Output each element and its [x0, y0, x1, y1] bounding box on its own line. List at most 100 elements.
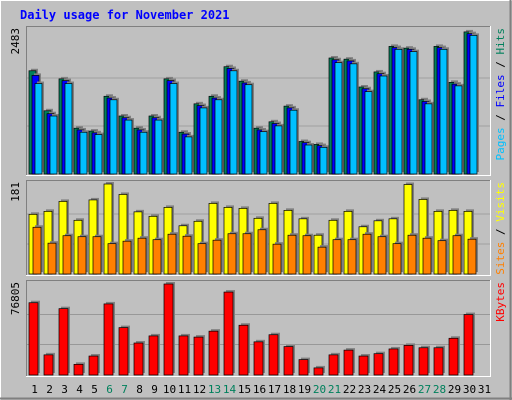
middle-bar-sites-12: [197, 243, 207, 275]
x-label-day-17: 17: [268, 383, 281, 396]
x-label-day-8: 8: [136, 383, 143, 396]
bottom-bar-kbytes-8: [133, 342, 144, 376]
middle-bar-sites-17: [272, 243, 282, 275]
middle-bar-sites-29: [452, 235, 462, 275]
x-label-day-26: 26: [403, 383, 416, 396]
bottom-bar-kbytes-13: [208, 330, 219, 376]
middle-bar-sites-11: [182, 235, 192, 275]
bottom-bar-kbytes-23: [358, 355, 369, 376]
top-bar-pages-18: [289, 109, 298, 175]
x-axis-labels: 1 2 3 4 5 6 7 8 9 10 11 12 13 14 15 16 17 18 19 20 21 22 23 24 2…: [31, 383, 491, 396]
bottom-bar-kbytes-14: [223, 291, 234, 376]
middle-bar-sites-24: [377, 236, 387, 275]
bottom-bar-kbytes-4: [73, 363, 84, 376]
top-bar-pages-2: [49, 115, 58, 175]
x-label-day-21: 21: [328, 383, 341, 396]
top-bar-pages-16: [259, 131, 268, 175]
bottom-bar-kbytes-17: [268, 334, 279, 376]
x-label-day-28: 28: [433, 383, 446, 396]
middle-bar-sites-26: [407, 234, 417, 275]
top-bar-pages-8: [139, 131, 148, 175]
top-bar-pages-30: [469, 35, 478, 175]
bottom-panel: 76805 KBytes: [9, 280, 507, 377]
x-label-day-4: 4: [76, 383, 83, 396]
x-label-day-2: 2: [46, 383, 53, 396]
x-label-day-9: 9: [151, 383, 158, 396]
top-bar-pages-22: [349, 63, 358, 175]
middle-legend: Sites / Visits: [494, 182, 507, 275]
x-label-day-31: 31: [478, 383, 491, 396]
x-label-day-16: 16: [253, 383, 266, 396]
middle-bar-sites-9: [152, 239, 162, 275]
top-bar-pages-28: [439, 48, 448, 175]
top-bar-pages-24: [379, 75, 388, 175]
top-bar-pages-26: [409, 51, 418, 175]
bottom-bar-kbytes-18: [283, 346, 294, 376]
x-label-day-22: 22: [343, 383, 356, 396]
chart-panels: 2483 Pages / Files / Hits 181 Sites / Visit…: [9, 26, 507, 377]
middle-ymax-label: 181: [9, 182, 22, 202]
middle-bar-sites-19: [302, 235, 312, 275]
top-bar-pages-4: [79, 131, 88, 175]
bottom-bar-kbytes-19: [298, 359, 309, 376]
x-label-day-5: 5: [91, 383, 98, 396]
bottom-bar-kbytes-15: [238, 324, 249, 376]
top-bar-pages-13: [214, 99, 223, 175]
x-label-day-10: 10: [163, 383, 176, 396]
x-label-day-3: 3: [61, 383, 68, 396]
bottom-bar-kbytes-16: [253, 341, 264, 376]
middle-bar-sites-16: [257, 229, 267, 275]
top-bar-pages-25: [394, 48, 403, 175]
top-bar-pages-29: [454, 85, 463, 175]
bottom-bar-kbytes-24: [373, 353, 384, 376]
top-bar-pages-6: [109, 99, 118, 175]
top-bar-pages-23: [364, 91, 373, 175]
bottom-bar-kbytes-29: [448, 337, 459, 376]
x-label-day-27: 27: [418, 383, 431, 396]
top-bar-pages-15: [244, 84, 253, 175]
x-label-day-11: 11: [178, 383, 191, 396]
top-bar-pages-14: [229, 70, 238, 175]
top-bar-pages-7: [124, 119, 133, 175]
x-label-day-13: 13: [208, 383, 221, 396]
bottom-bar-kbytes-3: [58, 308, 69, 376]
x-label-day-7: 7: [121, 383, 128, 396]
chart-title: Daily usage for November 2021: [20, 8, 230, 22]
top-legend-part: Pages: [494, 127, 507, 160]
x-label-day-18: 18: [283, 383, 296, 396]
bottom-bar-kbytes-2: [43, 354, 54, 376]
bottom-bar-kbytes-11: [178, 335, 189, 376]
x-label-day-14: 14: [223, 383, 237, 396]
top-bar-pages-17: [274, 125, 283, 175]
x-label-day-19: 19: [298, 383, 311, 396]
middle-bar-sites-14: [227, 233, 237, 275]
bottom-bar-kbytes-22: [343, 349, 354, 376]
top-bar-pages-27: [424, 103, 433, 175]
x-label-day-6: 6: [106, 383, 113, 396]
top-bar-pages-10: [169, 83, 178, 175]
bottom-bar-kbytes-25: [388, 348, 399, 376]
middle-bar-sites-20: [317, 246, 327, 275]
top-bar-pages-11: [184, 136, 193, 175]
x-label-day-24: 24: [373, 383, 387, 396]
middle-legend-part: Visits: [494, 182, 507, 222]
bottom-bar-kbytes-10: [163, 283, 174, 376]
bottom-bar-kbytes-21: [328, 354, 339, 376]
bottom-bar-kbytes-12: [193, 336, 204, 376]
top-legend: Pages / Files / Hits: [494, 28, 507, 161]
top-bar-pages-12: [199, 107, 208, 175]
bottom-legend-part: KBytes: [494, 282, 507, 322]
x-label-day-12: 12: [193, 383, 206, 396]
x-label-day-20: 20: [313, 383, 326, 396]
top-legend-part: Hits: [494, 28, 507, 55]
top-bar-pages-5: [94, 134, 103, 175]
middle-bar-sites-22: [347, 239, 357, 275]
middle-bar-sites-2: [47, 242, 57, 275]
x-label-day-30: 30: [463, 383, 476, 396]
top-panel: 2483 Pages / Files / Hits: [9, 26, 507, 176]
middle-bar-sites-30: [467, 238, 477, 275]
bottom-ymax-label: 76805: [9, 282, 22, 315]
middle-bar-sites-5: [92, 236, 102, 275]
top-legend-part: /: [494, 108, 507, 128]
